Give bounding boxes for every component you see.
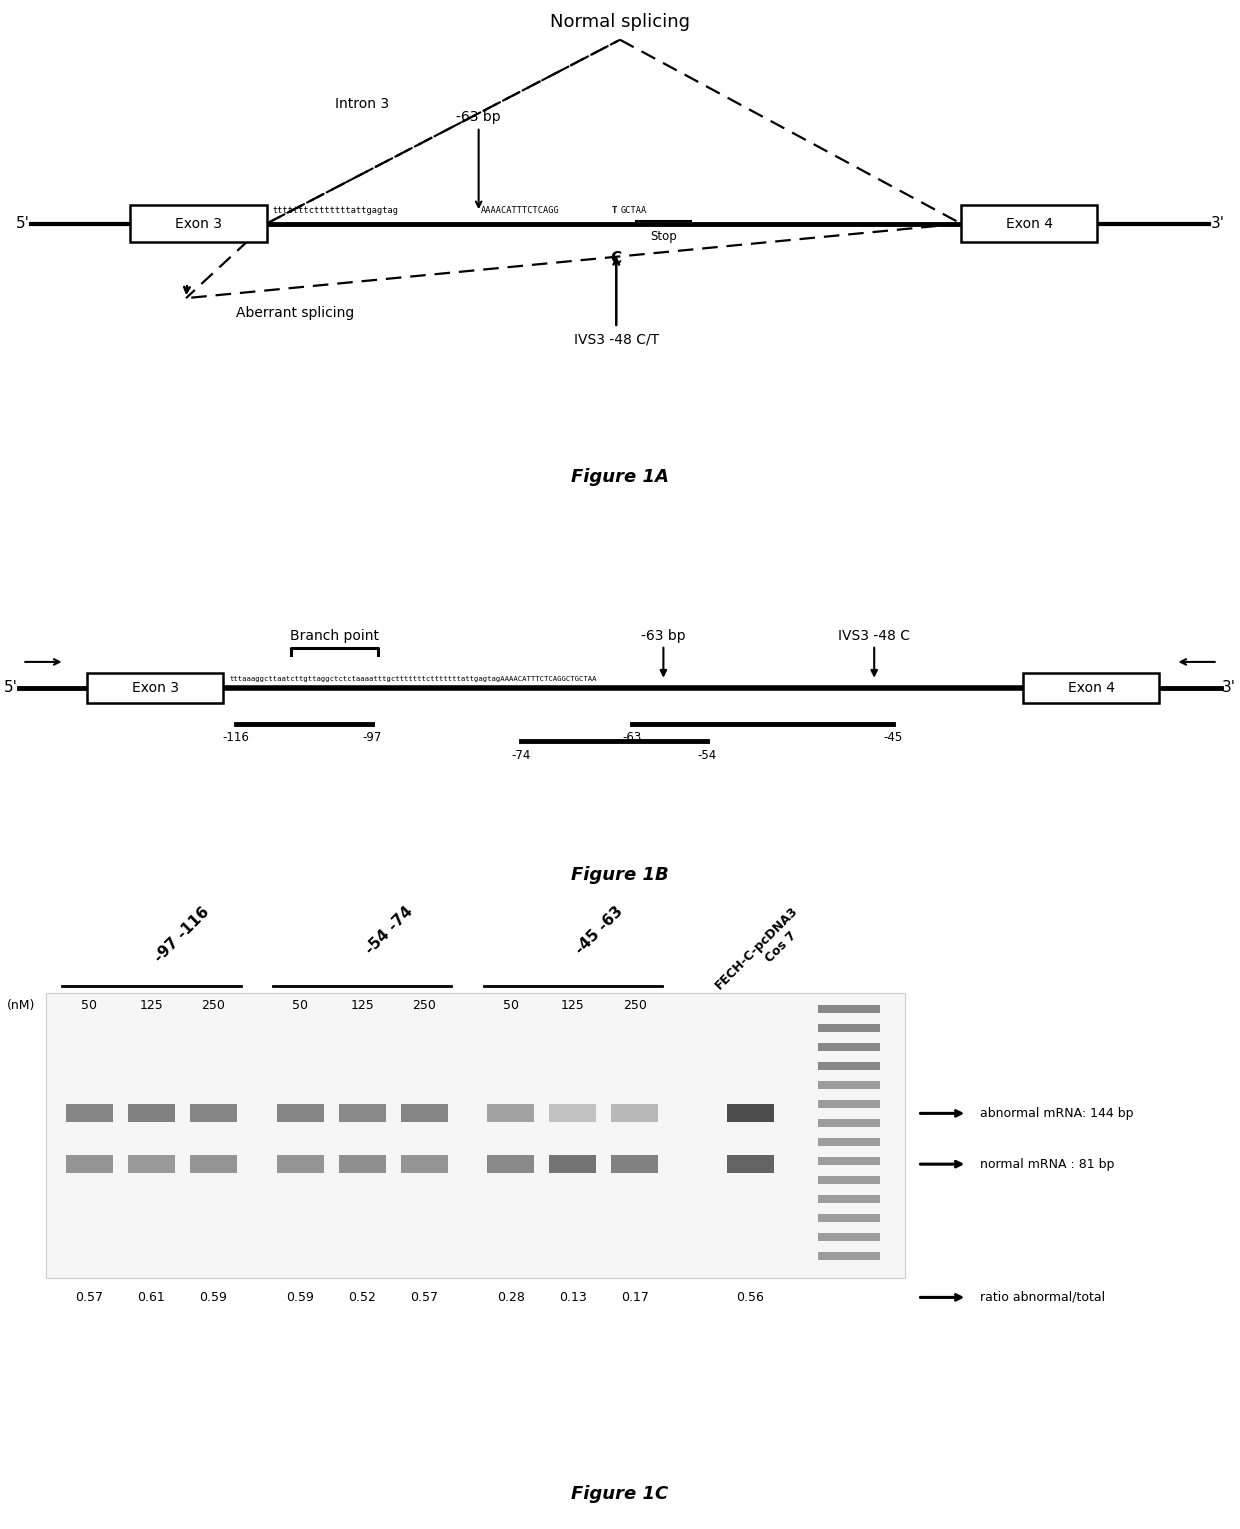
Text: 250: 250 — [412, 998, 436, 1012]
Bar — [818, 1081, 880, 1089]
Text: abnormal mRNA: 144 bp: abnormal mRNA: 144 bp — [980, 1107, 1133, 1119]
Bar — [128, 1156, 175, 1173]
Bar — [190, 1104, 237, 1122]
Text: Figure 1A: Figure 1A — [572, 468, 668, 486]
Text: 0.57: 0.57 — [410, 1290, 438, 1304]
Text: (nM): (nM) — [7, 998, 35, 1012]
Text: 0.59: 0.59 — [286, 1290, 314, 1304]
Bar — [66, 1104, 113, 1122]
Bar — [339, 1104, 386, 1122]
Bar — [818, 1196, 880, 1203]
Text: 0.59: 0.59 — [200, 1290, 227, 1304]
Bar — [66, 1156, 113, 1173]
Bar — [549, 1104, 596, 1122]
Bar — [401, 1156, 448, 1173]
Text: 3': 3' — [1221, 680, 1236, 696]
Text: 50: 50 — [293, 998, 308, 1012]
FancyBboxPatch shape — [1023, 673, 1159, 703]
Text: 0.57: 0.57 — [76, 1290, 103, 1304]
FancyBboxPatch shape — [87, 673, 223, 703]
Bar — [818, 1043, 880, 1050]
Text: 250: 250 — [622, 998, 647, 1012]
Bar — [277, 1104, 324, 1122]
Bar — [549, 1156, 596, 1173]
FancyBboxPatch shape — [46, 992, 905, 1278]
Text: IVS3 -48 C/T: IVS3 -48 C/T — [574, 333, 658, 347]
FancyBboxPatch shape — [130, 205, 267, 242]
Text: Exon 4: Exon 4 — [1068, 680, 1115, 694]
Text: Normal splicing: Normal splicing — [551, 14, 689, 32]
Bar — [487, 1156, 534, 1173]
Text: FECH-C-pcDNA3: FECH-C-pcDNA3 — [713, 904, 801, 992]
Text: -97: -97 — [362, 731, 382, 743]
Text: GCTAA: GCTAA — [621, 206, 647, 214]
Text: Branch point: Branch point — [290, 630, 379, 644]
Bar — [818, 1061, 880, 1070]
Text: ratio abnormal/total: ratio abnormal/total — [980, 1290, 1105, 1304]
Text: 0.52: 0.52 — [348, 1290, 376, 1304]
Text: T: T — [611, 206, 616, 214]
Bar — [487, 1104, 534, 1122]
Text: -74: -74 — [511, 749, 531, 761]
Text: 3': 3' — [1210, 216, 1225, 231]
Text: tttaaaggcttaatcttgttaggctctctaaaatttgctttttttctttttttattgagtagAAAACATTTCTCAGGCTG: tttaaaggcttaatcttgttaggctctctaaaatttgctt… — [229, 676, 596, 682]
Bar — [727, 1104, 774, 1122]
Bar — [818, 1023, 880, 1032]
Text: 5': 5' — [4, 680, 19, 696]
Bar — [401, 1104, 448, 1122]
Text: -63 bp: -63 bp — [641, 630, 686, 644]
Text: tttttttctttttttattgagtag: tttttttctttttttattgagtag — [273, 206, 399, 214]
Text: Exon 3: Exon 3 — [175, 217, 222, 231]
Text: 125: 125 — [560, 998, 585, 1012]
Text: C: C — [611, 251, 621, 266]
Bar — [818, 1232, 880, 1242]
Text: AAAACATTTCTCAGG: AAAACATTTCTCAGG — [481, 206, 560, 214]
Bar — [339, 1156, 386, 1173]
Text: -45 -63: -45 -63 — [573, 904, 626, 957]
Text: 5': 5' — [15, 216, 30, 231]
Text: -116: -116 — [222, 731, 249, 743]
Text: 50: 50 — [82, 998, 97, 1012]
Text: 0.56: 0.56 — [737, 1290, 764, 1304]
Bar — [818, 1005, 880, 1012]
FancyBboxPatch shape — [961, 205, 1097, 242]
Text: 125: 125 — [350, 998, 374, 1012]
Text: Figure 1B: Figure 1B — [572, 865, 668, 884]
Bar — [128, 1104, 175, 1122]
Bar — [190, 1156, 237, 1173]
Text: 250: 250 — [201, 998, 226, 1012]
Text: Figure 1C: Figure 1C — [572, 1485, 668, 1503]
Text: -63: -63 — [622, 731, 642, 743]
Text: 50: 50 — [503, 998, 518, 1012]
Text: -54: -54 — [697, 749, 717, 761]
Text: Exon 3: Exon 3 — [131, 680, 179, 694]
Bar — [818, 1214, 880, 1222]
Text: IVS3 -48 C: IVS3 -48 C — [838, 630, 910, 644]
Bar — [818, 1099, 880, 1109]
Text: 0.61: 0.61 — [138, 1290, 165, 1304]
Bar — [727, 1156, 774, 1173]
Text: -45: -45 — [883, 731, 903, 743]
Text: Cos 7: Cos 7 — [763, 930, 799, 965]
Text: 0.17: 0.17 — [621, 1290, 649, 1304]
Text: -63 bp: -63 bp — [456, 110, 501, 124]
Text: Aberrant splicing: Aberrant splicing — [236, 306, 353, 320]
Text: Stop: Stop — [650, 229, 677, 243]
Bar — [611, 1156, 658, 1173]
Text: -54 -74: -54 -74 — [362, 904, 415, 957]
Text: 125: 125 — [139, 998, 164, 1012]
Bar — [277, 1156, 324, 1173]
Bar — [818, 1176, 880, 1183]
Bar — [818, 1157, 880, 1165]
Text: 0.28: 0.28 — [497, 1290, 525, 1304]
Text: normal mRNA : 81 bp: normal mRNA : 81 bp — [980, 1157, 1114, 1171]
Bar — [611, 1104, 658, 1122]
Bar — [818, 1138, 880, 1147]
Text: Exon 4: Exon 4 — [1006, 217, 1053, 231]
Bar — [818, 1119, 880, 1127]
Bar — [818, 1252, 880, 1260]
Text: Intron 3: Intron 3 — [335, 98, 389, 112]
Text: -97 -116: -97 -116 — [151, 904, 212, 965]
Text: 0.13: 0.13 — [559, 1290, 587, 1304]
